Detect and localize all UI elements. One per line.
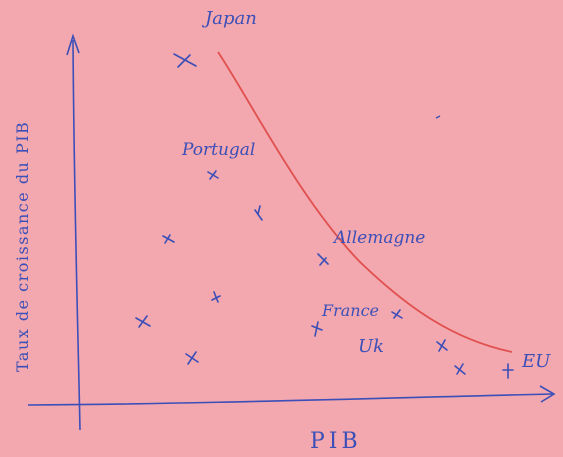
data-mark [135,315,151,328]
data-mark [454,363,466,375]
data-mark [211,291,221,303]
data-mark [311,321,323,337]
trend-curve [217,51,513,353]
pen-dot [435,115,441,119]
label-uk: Uk [358,336,384,357]
data-mark [254,205,263,221]
y-axis-label: Taux de croissance du PIB [13,121,32,372]
data-mark [185,351,199,365]
data-mark [317,253,329,266]
data-mark [436,339,448,352]
y-axis-arrow [66,33,80,56]
label-portugal: Portugal [181,140,255,160]
label-france: France [321,301,379,320]
label-japan: Japan [201,8,257,29]
label-allemagne: Allemagne [332,228,425,248]
x-axis-arrow [539,385,556,403]
data-mark [391,309,403,319]
x-axis [27,393,553,406]
y-axis [72,39,81,431]
data-mark [173,53,197,68]
data-mark [162,234,175,244]
label-eu: EU [521,351,551,372]
data-mark [207,170,219,180]
data-mark [502,363,514,379]
x-axis-label: PIB [310,429,362,454]
